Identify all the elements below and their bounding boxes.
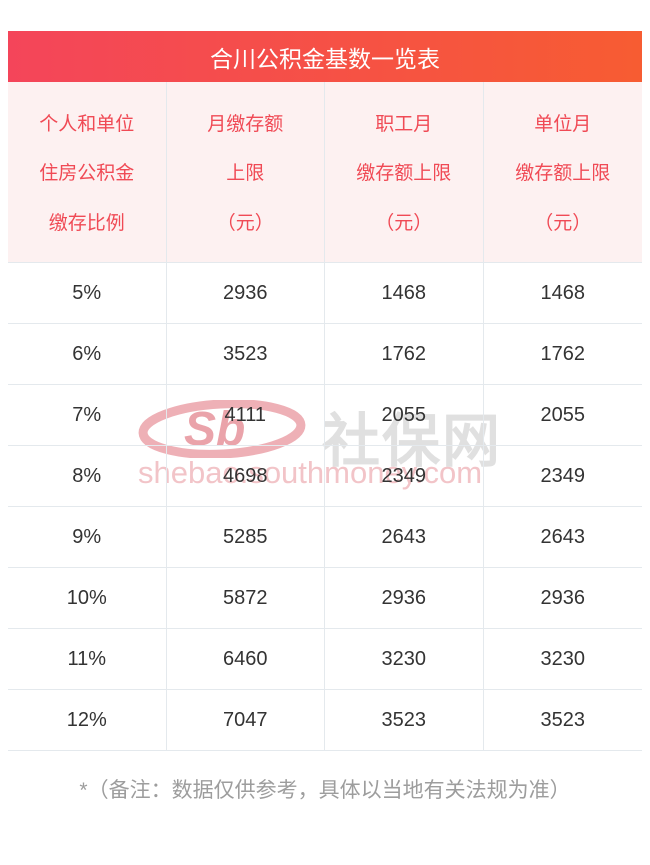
header-line: （元） [375, 212, 433, 234]
table-cell: 2936 [167, 263, 325, 323]
table-cell: 6% [8, 324, 167, 384]
header-cell: 单位月缴存额上限 （元） [484, 82, 643, 262]
header-line: 缴存额上限 [356, 163, 452, 185]
table-row: 10% 5872 2936 2936 [8, 567, 642, 628]
table-row: 7% 4111 2055 2055 [8, 384, 642, 445]
table-cell: 9% [8, 507, 167, 567]
table-cell: 3523 [540, 708, 586, 731]
table-body: 5% 2936 1468 1468 6% 3523 1762 1762 7% 4111 2055 20… [8, 262, 642, 751]
table-cell: 5% [8, 263, 167, 323]
table-cell: 2936 [540, 586, 586, 609]
table-cell: 2055 [325, 385, 484, 445]
table-cell: 5285 [167, 507, 325, 567]
header-line: （元） [216, 212, 274, 234]
table-cell: 2643 [325, 507, 484, 567]
table-cell: 2643 [540, 525, 586, 548]
table-cell: 10% [8, 568, 167, 628]
table-cell: 1468 [325, 263, 484, 323]
header-line: 单位月 [534, 114, 592, 136]
table-cell: 4111 [167, 385, 325, 445]
header-line: 缴存比例 [48, 212, 125, 234]
table-cell: 1762 [325, 324, 484, 384]
table-row: 8% 4698 2349 2349 [8, 445, 642, 506]
header-line: 个人和单位 [39, 114, 135, 136]
table-row: 6% 3523 1762 1762 [8, 323, 642, 384]
header-line: 月缴存额 [207, 114, 284, 136]
header-line: 职工月 [375, 114, 433, 136]
table-cell: 1468 [540, 281, 586, 304]
table-row: 5% 2936 1468 1468 [8, 262, 642, 323]
table-cell: 3523 [167, 324, 325, 384]
table-cell: 2936 [325, 568, 484, 628]
table-title: 合川公积金基数一览表 [8, 31, 642, 82]
table-row: 12% 7047 3523 3523 [8, 689, 642, 750]
table-cell: 2349 [540, 464, 586, 487]
table-cell: 2055 [540, 403, 586, 426]
table-cell: 12% [8, 690, 167, 750]
table-cell: 11% [8, 629, 167, 689]
table-cell: 2349 [325, 446, 484, 506]
table-cell: 7% [8, 385, 167, 445]
table-cell: 3523 [325, 690, 484, 750]
table-cell: 7047 [167, 690, 325, 750]
fund-table: 个人和单位 住房公积金 缴存比例 月缴存额 上限 （元） 职工月 缴存额上限 （元） 单位月 缴存额… [8, 82, 642, 751]
header-cell: 月缴存额上限 （元） [167, 82, 325, 262]
table-cell: 3230 [325, 629, 484, 689]
header-cell: 个人和单位住房公积金缴存比例 [8, 82, 167, 262]
table-header: 个人和单位 住房公积金 缴存比例 月缴存额 上限 （元） 职工月 缴存额上限 （元） 单位月 缴存额… [8, 82, 642, 262]
table-cell: 1762 [540, 342, 586, 365]
header-line: 住房公积金 [39, 163, 135, 185]
table-cell: 4698 [167, 446, 325, 506]
footnote: *（备注：数据仅供参考，具体以当地有关法规为准） [79, 779, 571, 802]
header-line: 上限 [226, 163, 265, 185]
table-cell: 8% [8, 446, 167, 506]
header-line: 缴存额上限 [515, 163, 611, 185]
table-row: 11% 6460 3230 3230 [8, 628, 642, 689]
table-row: 9% 5285 2643 2643 [8, 506, 642, 567]
header-line: （元） [534, 212, 592, 234]
table-cell: 3230 [540, 647, 586, 670]
table-cell: 5872 [167, 568, 325, 628]
header-cell: 职工月缴存额上限 （元） [325, 82, 484, 262]
table-cell: 6460 [167, 629, 325, 689]
